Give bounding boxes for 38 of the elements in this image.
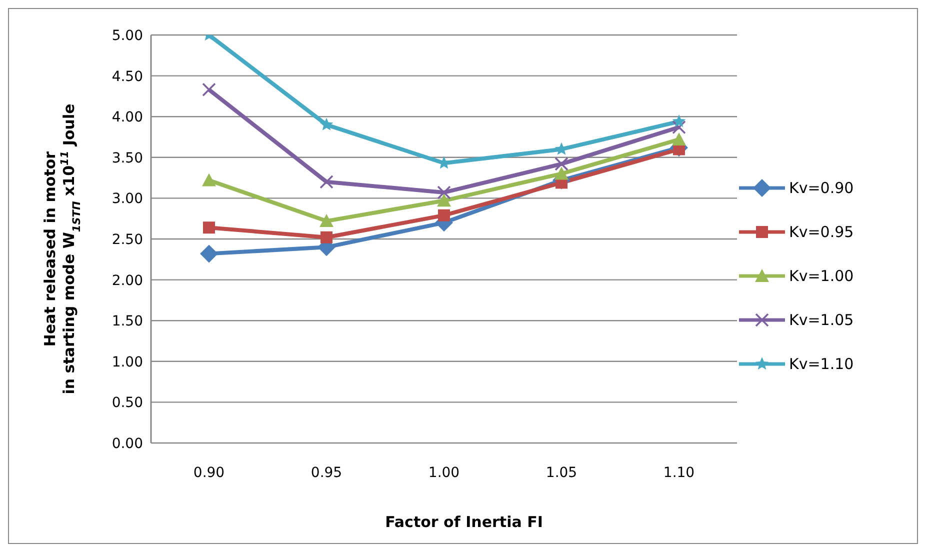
point: [438, 209, 450, 222]
y-tick-label: 3.50: [112, 150, 143, 166]
x-tick-label: 0.95: [310, 464, 342, 481]
x-tick-label: 0.90: [193, 464, 225, 481]
y-tick-label: 0.00: [112, 436, 143, 452]
point: [437, 194, 451, 207]
y-tick-label: 3.00: [112, 191, 143, 208]
x-axis-title: Factor of Inertia FI: [385, 513, 543, 531]
point: [320, 174, 334, 189]
point: [320, 231, 332, 244]
y-tick-label: 2.50: [112, 232, 143, 248]
x-tick-label: 1.00: [428, 464, 460, 481]
point: [320, 214, 334, 228]
point: [203, 222, 215, 234]
y-tick-label: 1.00: [112, 354, 143, 370]
point: [320, 118, 334, 130]
y-tick-label: 5.00: [112, 28, 143, 44]
point: [200, 244, 218, 263]
legend-label: Kv=1.10: [789, 355, 854, 373]
point: [202, 82, 216, 97]
legend-label: Kv=1.00: [789, 267, 854, 285]
legend-label: Kv=0.95: [789, 223, 854, 241]
y-tick-label: 0.50: [112, 395, 143, 412]
x-tick-label: 1.05: [546, 464, 578, 481]
point: [672, 114, 686, 128]
x-tick-label: 1.10: [663, 464, 695, 481]
legend-label: Kv=1.05: [789, 311, 854, 329]
point: [437, 186, 451, 200]
y-tick-label: 4.00: [112, 110, 143, 126]
point: [202, 173, 216, 186]
legend-label: Kv=0.90: [789, 179, 854, 197]
point: [554, 157, 568, 171]
y-tick-label: 4.50: [112, 68, 143, 85]
y-tick-label: 1.50: [112, 314, 143, 330]
point: [554, 166, 568, 180]
y-tick-label: 2.00: [112, 272, 143, 289]
point: [672, 132, 686, 146]
point: [672, 120, 686, 134]
